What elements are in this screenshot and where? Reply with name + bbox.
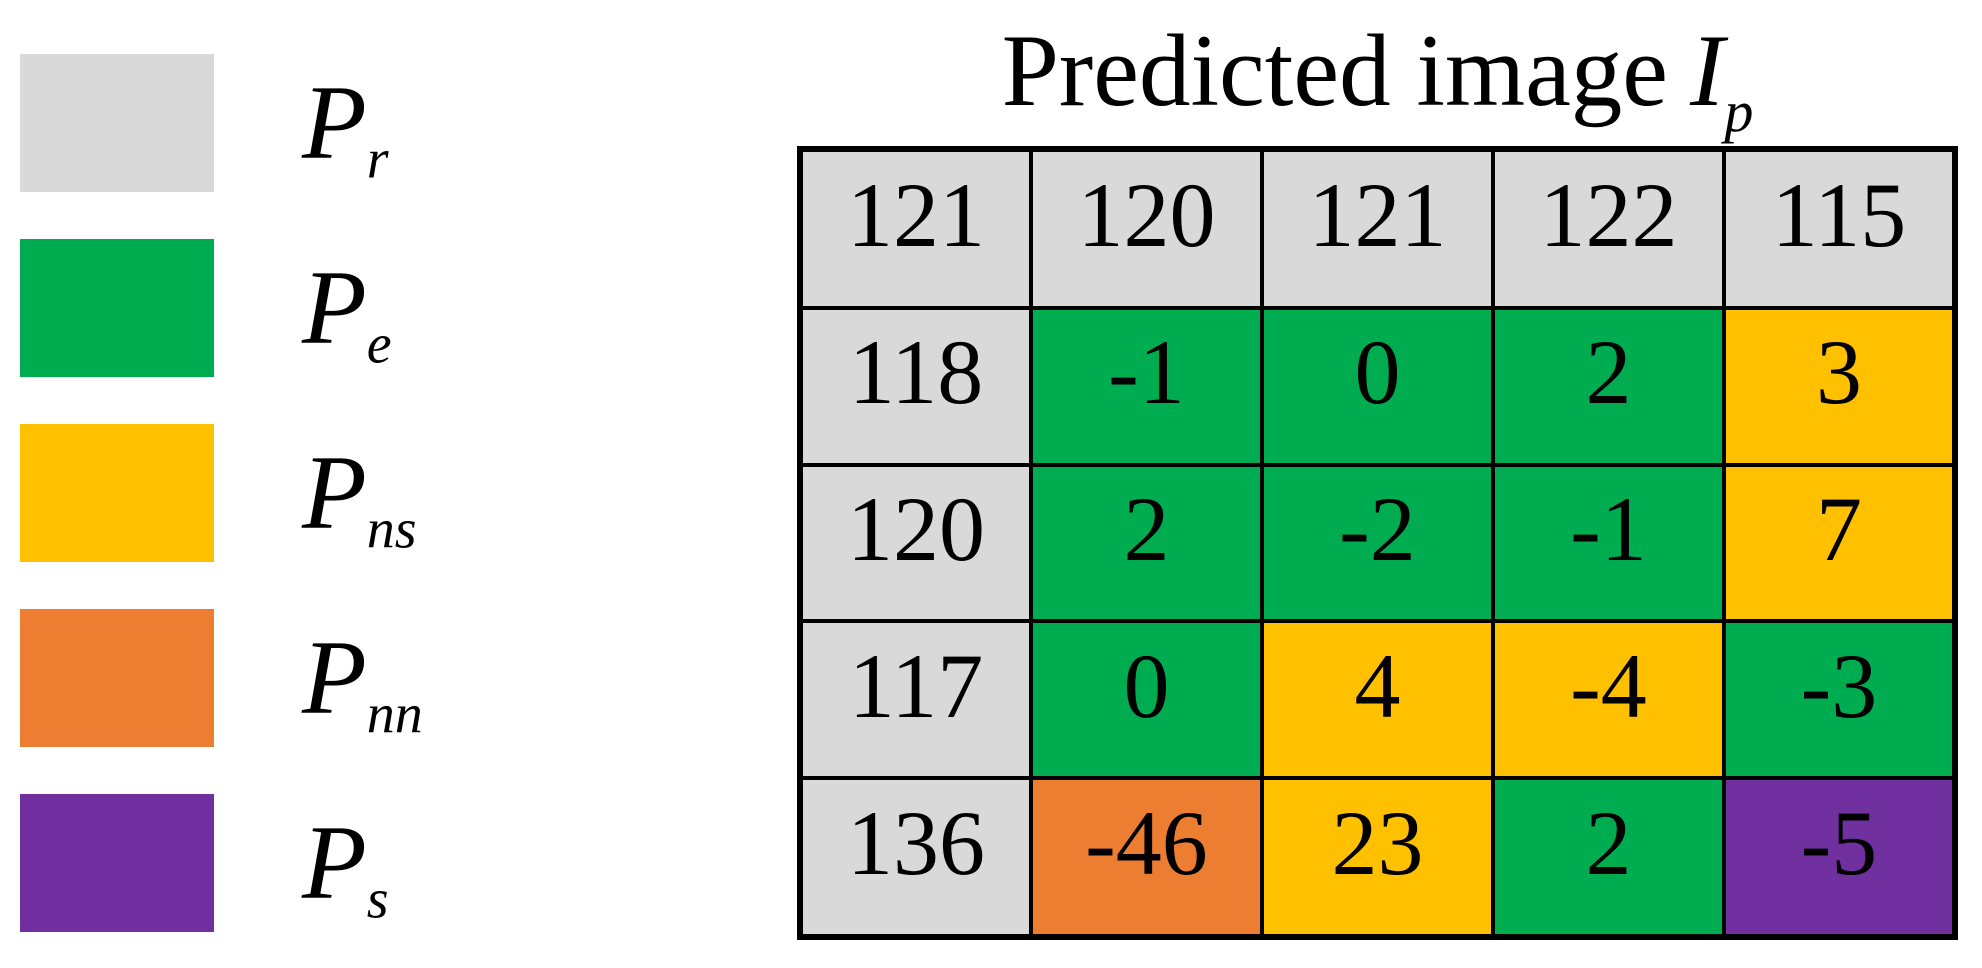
- legend-subscript: s: [366, 868, 389, 931]
- table-cell-ns: 3: [1722, 305, 1957, 467]
- legend-swatch-s: [20, 794, 214, 932]
- legend-label-e: Pe: [302, 255, 392, 373]
- title-variable: Ip: [1690, 19, 1753, 140]
- legend-subscript: ns: [366, 498, 417, 561]
- title-variable-symbol: I: [1690, 13, 1725, 128]
- table-cell-r: 115: [1722, 147, 1957, 310]
- cell-value: 121: [847, 163, 985, 266]
- table-cell-e: 2: [1491, 305, 1726, 467]
- table-cell-e: -1: [1491, 462, 1726, 624]
- cell-value: 115: [1771, 163, 1907, 266]
- cell-value: 118: [848, 321, 984, 424]
- legend-label-r: Pr: [302, 70, 389, 188]
- title-variable-subscript: p: [1724, 78, 1754, 144]
- table-cell-e: -3: [1722, 619, 1957, 781]
- cell-value: 4: [1354, 634, 1401, 737]
- cell-value: -2: [1339, 477, 1416, 580]
- title-text: Predicted image: [1001, 13, 1669, 128]
- legend-symbol: P: [302, 619, 367, 736]
- cell-value: -1: [1570, 477, 1647, 580]
- cell-value: 120: [1077, 163, 1216, 266]
- cell-value: 3: [1816, 321, 1862, 424]
- predicted-image-matrix: 121 120 121 122 115 118 -1 0 2 3 120 2 -2 -1 7 117 0 4 -4-…: [797, 146, 1958, 940]
- cell-value: 23: [1331, 792, 1424, 895]
- table-cell-r: 136: [798, 776, 1033, 939]
- legend-item-e: Pe: [20, 239, 423, 377]
- table-cell-nn: -46: [1029, 776, 1264, 939]
- legend-symbol: P: [302, 64, 367, 181]
- table-cell-e: -2: [1260, 462, 1495, 624]
- legend-item-s: Ps: [20, 794, 423, 932]
- cell-value: 121: [1308, 163, 1447, 266]
- table-cell-e: 0: [1260, 305, 1495, 467]
- table-cell-ns: 4: [1260, 619, 1495, 781]
- table-cell-r: 120: [1029, 147, 1264, 310]
- table-cell-ns: -4: [1491, 619, 1726, 781]
- table-row: 136 -46 23 2 -5: [798, 776, 1957, 939]
- legend-swatch-ns: [20, 424, 214, 562]
- table-cell-r: 121: [798, 147, 1033, 310]
- table-row: 117 0 4 -4 -3: [798, 619, 1957, 781]
- cell-value: -4: [1570, 634, 1647, 737]
- legend-symbol: P: [302, 804, 367, 921]
- legend-swatch-nn: [20, 609, 214, 747]
- table-cell-ns: 7: [1722, 462, 1957, 624]
- legend-swatch-r: [20, 54, 214, 192]
- cell-value: 2: [1123, 477, 1170, 580]
- legend-swatch-e: [20, 239, 214, 377]
- table-cell-s: -5: [1722, 776, 1957, 939]
- cell-value: 0: [1354, 321, 1401, 424]
- legend-label-ns: Pns: [302, 440, 417, 558]
- cell-value: 136: [847, 792, 985, 895]
- legend-subscript: e: [366, 313, 392, 376]
- legend-symbol: P: [302, 434, 367, 551]
- table-title: Predicted image Ip: [797, 0, 1958, 142]
- legend-subscript: nn: [366, 683, 423, 746]
- table-cell-ns: 23: [1260, 776, 1495, 939]
- table-cell-r: 118: [798, 305, 1033, 467]
- table-cell-e: 2: [1029, 462, 1264, 624]
- legend-subscript: r: [366, 128, 389, 191]
- cell-value: 2: [1585, 321, 1632, 424]
- legend-item-nn: Pnn: [20, 609, 423, 747]
- table-row: 121 120 121 122 115: [798, 147, 1957, 310]
- legend: Pr Pe Pns Pnn Ps: [20, 54, 423, 932]
- cell-value: -5: [1800, 792, 1878, 895]
- cell-value: 0: [1123, 634, 1170, 737]
- cell-value: -3: [1800, 634, 1878, 737]
- table-cell-r: 117: [798, 619, 1033, 781]
- cell-value: 122: [1539, 163, 1678, 266]
- table-cell-e: 0: [1029, 619, 1264, 781]
- legend-symbol: P: [302, 249, 367, 366]
- cell-value: -1: [1108, 321, 1185, 424]
- table-cell-r: 121: [1260, 147, 1495, 310]
- legend-label-s: Ps: [302, 810, 389, 928]
- table-cell-r: 122: [1491, 147, 1726, 310]
- cell-value: 117: [848, 634, 984, 737]
- legend-item-r: Pr: [20, 54, 423, 192]
- table-row: 120 2 -2 -1 7: [798, 462, 1957, 624]
- table-cell-e: -1: [1029, 305, 1264, 467]
- table-cell-e: 2: [1491, 776, 1726, 939]
- cell-value: 7: [1816, 477, 1862, 580]
- legend-label-nn: Pnn: [302, 625, 423, 743]
- table-row: 118 -1 0 2 3: [798, 305, 1957, 467]
- table-cell-r: 120: [798, 462, 1033, 624]
- cell-value: 2: [1585, 792, 1632, 895]
- cell-value: -46: [1085, 792, 1208, 895]
- legend-item-ns: Pns: [20, 424, 423, 562]
- cell-value: 120: [847, 477, 985, 580]
